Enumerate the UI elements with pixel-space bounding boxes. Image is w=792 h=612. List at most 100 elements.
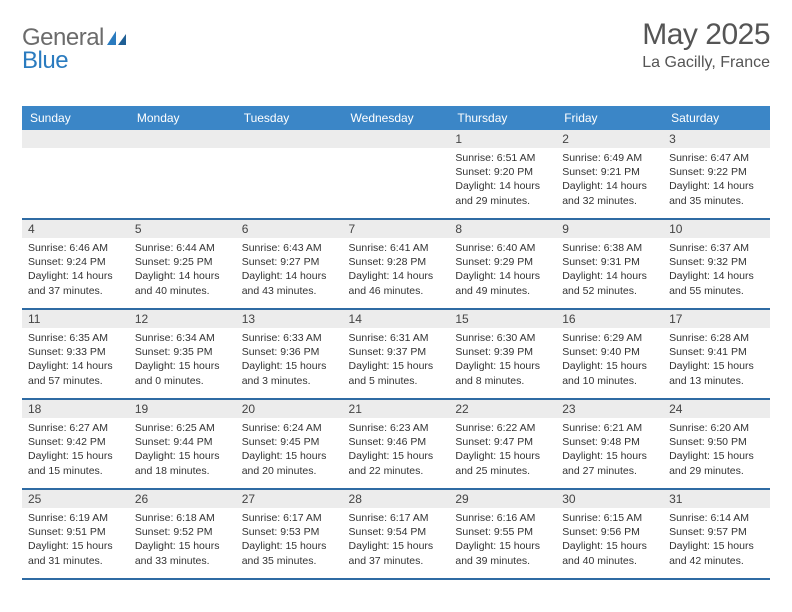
day-cell: 27Sunrise: 6:17 AMSunset: 9:53 PMDayligh… bbox=[236, 489, 343, 578]
sunrise-text: Sunrise: 6:43 AM bbox=[242, 241, 337, 255]
day-number bbox=[343, 130, 450, 148]
day-cell: 3Sunrise: 6:47 AMSunset: 9:22 PMDaylight… bbox=[663, 130, 770, 219]
daylight-line2: and 22 minutes. bbox=[349, 464, 444, 478]
day-cell: 12Sunrise: 6:34 AMSunset: 9:35 PMDayligh… bbox=[129, 309, 236, 399]
day-content: Sunrise: 6:16 AMSunset: 9:55 PMDaylight:… bbox=[449, 508, 556, 578]
sunrise-text: Sunrise: 6:31 AM bbox=[349, 331, 444, 345]
daylight-line2: and 37 minutes. bbox=[28, 284, 123, 298]
sunset-text: Sunset: 9:41 PM bbox=[669, 345, 764, 359]
daylight-line2: and 40 minutes. bbox=[135, 284, 230, 298]
sunset-text: Sunset: 9:47 PM bbox=[455, 435, 550, 449]
week-row: 25Sunrise: 6:19 AMSunset: 9:51 PMDayligh… bbox=[22, 489, 770, 578]
location-title: La Gacilly, France bbox=[642, 54, 770, 72]
day-cell: 6Sunrise: 6:43 AMSunset: 9:27 PMDaylight… bbox=[236, 219, 343, 309]
day-cell: 4Sunrise: 6:46 AMSunset: 9:24 PMDaylight… bbox=[22, 219, 129, 309]
daylight-line1: Daylight: 14 hours bbox=[28, 269, 123, 283]
daylight-line2: and 55 minutes. bbox=[669, 284, 764, 298]
daylight-line1: Daylight: 15 hours bbox=[669, 359, 764, 373]
sunrise-text: Sunrise: 6:44 AM bbox=[135, 241, 230, 255]
day-number: 23 bbox=[556, 400, 663, 418]
day-content bbox=[343, 148, 450, 218]
sunset-text: Sunset: 9:51 PM bbox=[28, 525, 123, 539]
day-number bbox=[129, 130, 236, 148]
daylight-line1: Daylight: 15 hours bbox=[455, 539, 550, 553]
day-cell: 15Sunrise: 6:30 AMSunset: 9:39 PMDayligh… bbox=[449, 309, 556, 399]
day-cell: 2Sunrise: 6:49 AMSunset: 9:21 PMDaylight… bbox=[556, 130, 663, 219]
daylight-line2: and 39 minutes. bbox=[455, 554, 550, 568]
daylight-line2: and 20 minutes. bbox=[242, 464, 337, 478]
sunrise-text: Sunrise: 6:46 AM bbox=[28, 241, 123, 255]
daylight-line1: Daylight: 15 hours bbox=[28, 449, 123, 463]
daylight-line1: Daylight: 15 hours bbox=[562, 449, 657, 463]
day-content: Sunrise: 6:35 AMSunset: 9:33 PMDaylight:… bbox=[22, 328, 129, 398]
daylight-line2: and 52 minutes. bbox=[562, 284, 657, 298]
day-content: Sunrise: 6:25 AMSunset: 9:44 PMDaylight:… bbox=[129, 418, 236, 488]
day-content: Sunrise: 6:41 AMSunset: 9:28 PMDaylight:… bbox=[343, 238, 450, 308]
sunset-text: Sunset: 9:45 PM bbox=[242, 435, 337, 449]
sunrise-text: Sunrise: 6:14 AM bbox=[669, 511, 764, 525]
calendar-document: General May 2025 La Gacilly, France Blue… bbox=[0, 0, 792, 590]
sunrise-text: Sunrise: 6:19 AM bbox=[28, 511, 123, 525]
day-cell: 25 Sunrise: 6:19 AMSunset: 9:51 PMDayligh… bbox=[22, 489, 129, 578]
day-content: Sunrise: 6:14 AMSunset: 9:57 PMDaylight:… bbox=[663, 508, 770, 578]
sunset-text: Sunset: 9:29 PM bbox=[455, 255, 550, 269]
dayhead-sun: Sunday bbox=[22, 106, 129, 130]
daylight-line2: and 31 minutes. bbox=[28, 554, 123, 568]
dayhead-sat: Saturday bbox=[663, 106, 770, 130]
week-row: 4Sunrise: 6:46 AMSunset: 9:24 PMDaylight… bbox=[22, 219, 770, 309]
daylight-line1: Daylight: 14 hours bbox=[669, 179, 764, 193]
daylight-line1: Daylight: 15 hours bbox=[669, 449, 764, 463]
daylight-line1: Daylight: 15 hours bbox=[28, 539, 123, 553]
day-cell: 26Sunrise: 6:18 AMSunset: 9:52 PMDayligh… bbox=[129, 489, 236, 578]
daylight-line2: and 35 minutes. bbox=[669, 194, 764, 208]
day-number: 26 bbox=[129, 490, 236, 508]
sunset-text: Sunset: 9:35 PM bbox=[135, 345, 230, 359]
daylight-line1: Daylight: 14 hours bbox=[135, 269, 230, 283]
day-number bbox=[22, 130, 129, 148]
sunset-text: Sunset: 9:44 PM bbox=[135, 435, 230, 449]
daylight-line1: Daylight: 14 hours bbox=[242, 269, 337, 283]
sunrise-text: Sunrise: 6:40 AM bbox=[455, 241, 550, 255]
day-number: 28 bbox=[343, 490, 450, 508]
day-number: 8 bbox=[449, 220, 556, 238]
daylight-line2: and 8 minutes. bbox=[455, 374, 550, 388]
daylight-line2: and 5 minutes. bbox=[349, 374, 444, 388]
sunset-text: Sunset: 9:39 PM bbox=[455, 345, 550, 359]
sunset-text: Sunset: 9:33 PM bbox=[28, 345, 123, 359]
dayhead-thu: Thursday bbox=[449, 106, 556, 130]
day-content: Sunrise: 6:38 AMSunset: 9:31 PMDaylight:… bbox=[556, 238, 663, 308]
day-content: Sunrise: 6:20 AMSunset: 9:50 PMDaylight:… bbox=[663, 418, 770, 488]
daylight-line2: and 46 minutes. bbox=[349, 284, 444, 298]
day-content: Sunrise: 6:33 AMSunset: 9:36 PMDaylight:… bbox=[236, 328, 343, 398]
day-number: 31 bbox=[663, 490, 770, 508]
day-content: Sunrise: 6:17 AMSunset: 9:54 PMDaylight:… bbox=[343, 508, 450, 578]
daylight-line1: Daylight: 14 hours bbox=[455, 179, 550, 193]
day-cell: 8Sunrise: 6:40 AMSunset: 9:29 PMDaylight… bbox=[449, 219, 556, 309]
sunset-text: Sunset: 9:53 PM bbox=[242, 525, 337, 539]
day-number: 25 bbox=[22, 490, 129, 508]
sunset-text: Sunset: 9:28 PM bbox=[349, 255, 444, 269]
day-number: 1 bbox=[449, 130, 556, 148]
sunrise-text: Sunrise: 6:17 AM bbox=[349, 511, 444, 525]
day-number: 21 bbox=[343, 400, 450, 418]
sunrise-text: Sunrise: 6:20 AM bbox=[669, 421, 764, 435]
sunrise-text: Sunrise: 6:16 AM bbox=[455, 511, 550, 525]
sunset-text: Sunset: 9:42 PM bbox=[28, 435, 123, 449]
day-cell: 17Sunrise: 6:28 AMSunset: 9:41 PMDayligh… bbox=[663, 309, 770, 399]
day-number: 4 bbox=[22, 220, 129, 238]
daylight-line1: Daylight: 15 hours bbox=[135, 449, 230, 463]
title-block: May 2025 La Gacilly, France bbox=[642, 18, 770, 72]
calendar-bottom-rule bbox=[22, 578, 770, 580]
sunset-text: Sunset: 9:21 PM bbox=[562, 165, 657, 179]
daylight-line1: Daylight: 15 hours bbox=[135, 359, 230, 373]
daylight-line1: Daylight: 15 hours bbox=[455, 449, 550, 463]
day-content: Sunrise: 6:47 AMSunset: 9:22 PMDaylight:… bbox=[663, 148, 770, 218]
day-content: Sunrise: 6:22 AMSunset: 9:47 PMDaylight:… bbox=[449, 418, 556, 488]
day-cell: 24Sunrise: 6:20 AMSunset: 9:50 PMDayligh… bbox=[663, 399, 770, 489]
day-content: Sunrise: 6:46 AMSunset: 9:24 PMDaylight:… bbox=[22, 238, 129, 308]
day-content: Sunrise: 6:34 AMSunset: 9:35 PMDaylight:… bbox=[129, 328, 236, 398]
sunset-text: Sunset: 9:22 PM bbox=[669, 165, 764, 179]
sunset-text: Sunset: 9:27 PM bbox=[242, 255, 337, 269]
daylight-line1: Daylight: 14 hours bbox=[669, 269, 764, 283]
day-number: 9 bbox=[556, 220, 663, 238]
